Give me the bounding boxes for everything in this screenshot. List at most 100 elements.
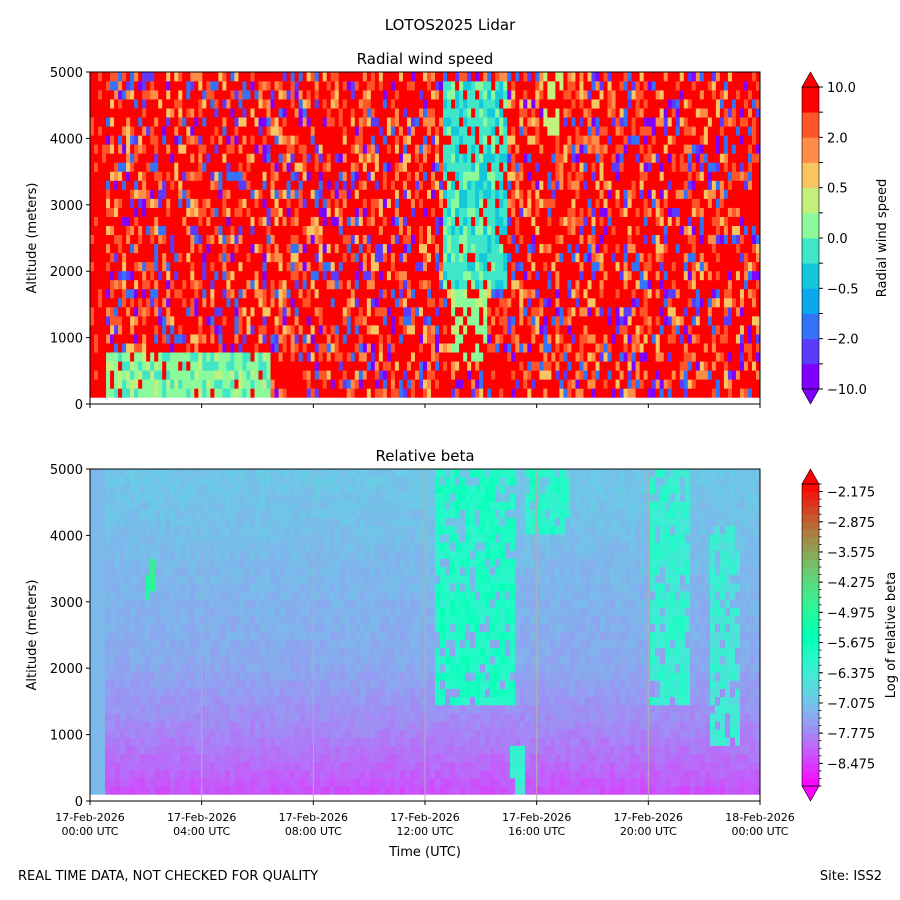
wind-cell — [374, 216, 380, 226]
wind-cell — [162, 388, 167, 398]
wind-cell — [455, 279, 460, 290]
wind-cell — [302, 162, 307, 172]
wind-cell — [306, 325, 312, 335]
wind-cell — [286, 189, 291, 199]
wind-cell — [270, 243, 275, 254]
wind-cell — [318, 81, 324, 91]
wind-cell — [627, 207, 632, 217]
wind-cell — [551, 261, 556, 272]
wind-cell — [587, 361, 592, 371]
wind-cell — [487, 90, 492, 100]
wind-cell — [202, 72, 207, 82]
wind-cell — [286, 117, 291, 127]
wind-cell — [250, 325, 255, 335]
wind-cell — [479, 343, 484, 353]
wind-cell — [414, 162, 420, 172]
wind-cell — [619, 306, 624, 317]
wind-cell — [174, 216, 179, 226]
wind-cell — [354, 72, 360, 82]
wind-cell — [427, 297, 432, 308]
wind-cell — [194, 216, 199, 226]
wind-cell — [310, 225, 316, 236]
wind-cell — [551, 144, 556, 154]
wind-cell — [439, 126, 444, 136]
wind-cell — [366, 316, 372, 326]
wind-cell — [238, 108, 243, 118]
wind-cell — [258, 316, 263, 326]
wind-cell — [487, 297, 492, 308]
wind-cell — [551, 306, 556, 317]
wind-cell — [414, 379, 420, 389]
wind-cell — [286, 144, 291, 154]
wind-cell — [386, 198, 392, 208]
wind-cell — [130, 288, 135, 299]
wind-cell — [374, 126, 380, 136]
wind-cell — [378, 279, 384, 290]
wind-cell — [310, 297, 316, 308]
wind-cell — [559, 279, 564, 290]
wind-cell — [479, 279, 484, 290]
wind-cell — [334, 162, 340, 172]
wind-cell — [527, 306, 532, 317]
wind-cell — [595, 72, 600, 82]
wind-cell — [443, 207, 448, 217]
wind-cell — [154, 108, 159, 118]
wind-cell — [459, 72, 464, 82]
wind-cell — [218, 316, 223, 326]
wind-cell — [410, 99, 416, 109]
wind-cell — [206, 379, 211, 389]
wind-cell — [314, 180, 320, 190]
wind-cell — [402, 379, 408, 389]
wind-cell — [619, 99, 624, 109]
wind-cell — [455, 306, 460, 317]
wind-cell — [471, 352, 476, 362]
wind-cell — [394, 189, 400, 199]
wind-cell — [158, 334, 163, 344]
wind-cell — [479, 252, 484, 263]
wind-cell — [531, 352, 536, 362]
wind-cell — [330, 189, 336, 199]
wind-cell — [587, 261, 592, 272]
wind-cell — [559, 135, 564, 145]
wind-cell — [563, 117, 568, 127]
wind-cell — [483, 180, 488, 190]
wind-cell — [543, 72, 548, 82]
wind-cell — [102, 297, 107, 308]
wind-cell — [406, 198, 412, 208]
wind-cell — [535, 379, 540, 389]
wind-cell — [90, 162, 95, 172]
wind-cell — [471, 153, 476, 163]
wind-cell — [390, 361, 396, 371]
wind-cell — [338, 180, 344, 190]
wind-cell — [290, 352, 295, 362]
wind-cell — [435, 316, 440, 326]
wind-cell — [242, 343, 247, 353]
wind-cell — [182, 225, 187, 236]
wind-cell — [226, 325, 231, 335]
wind-cell — [114, 90, 119, 100]
wind-cell — [398, 225, 404, 236]
wind-cell — [643, 270, 649, 281]
wind-cell — [262, 297, 267, 308]
wind-cell — [579, 316, 584, 326]
wind-cell — [599, 316, 604, 326]
wind-cell — [302, 117, 307, 127]
wind-cell — [354, 108, 360, 118]
wind-cell — [186, 261, 191, 272]
wind-cell — [635, 198, 640, 208]
wind-cell — [210, 352, 215, 362]
wind-cell — [258, 343, 263, 353]
wind-cell — [166, 352, 171, 362]
wind-cell — [567, 180, 572, 190]
wind-cell — [547, 270, 552, 281]
wind-cell — [190, 234, 195, 245]
wind-cell — [178, 171, 183, 181]
wind-cell — [358, 306, 364, 317]
wind-cell — [346, 198, 352, 208]
wind-cell — [579, 171, 584, 181]
wind-cell — [447, 306, 452, 317]
wind-cell — [595, 90, 600, 100]
wind-cell — [475, 81, 480, 91]
wind-cell — [350, 370, 356, 380]
wind-cell — [170, 388, 175, 398]
